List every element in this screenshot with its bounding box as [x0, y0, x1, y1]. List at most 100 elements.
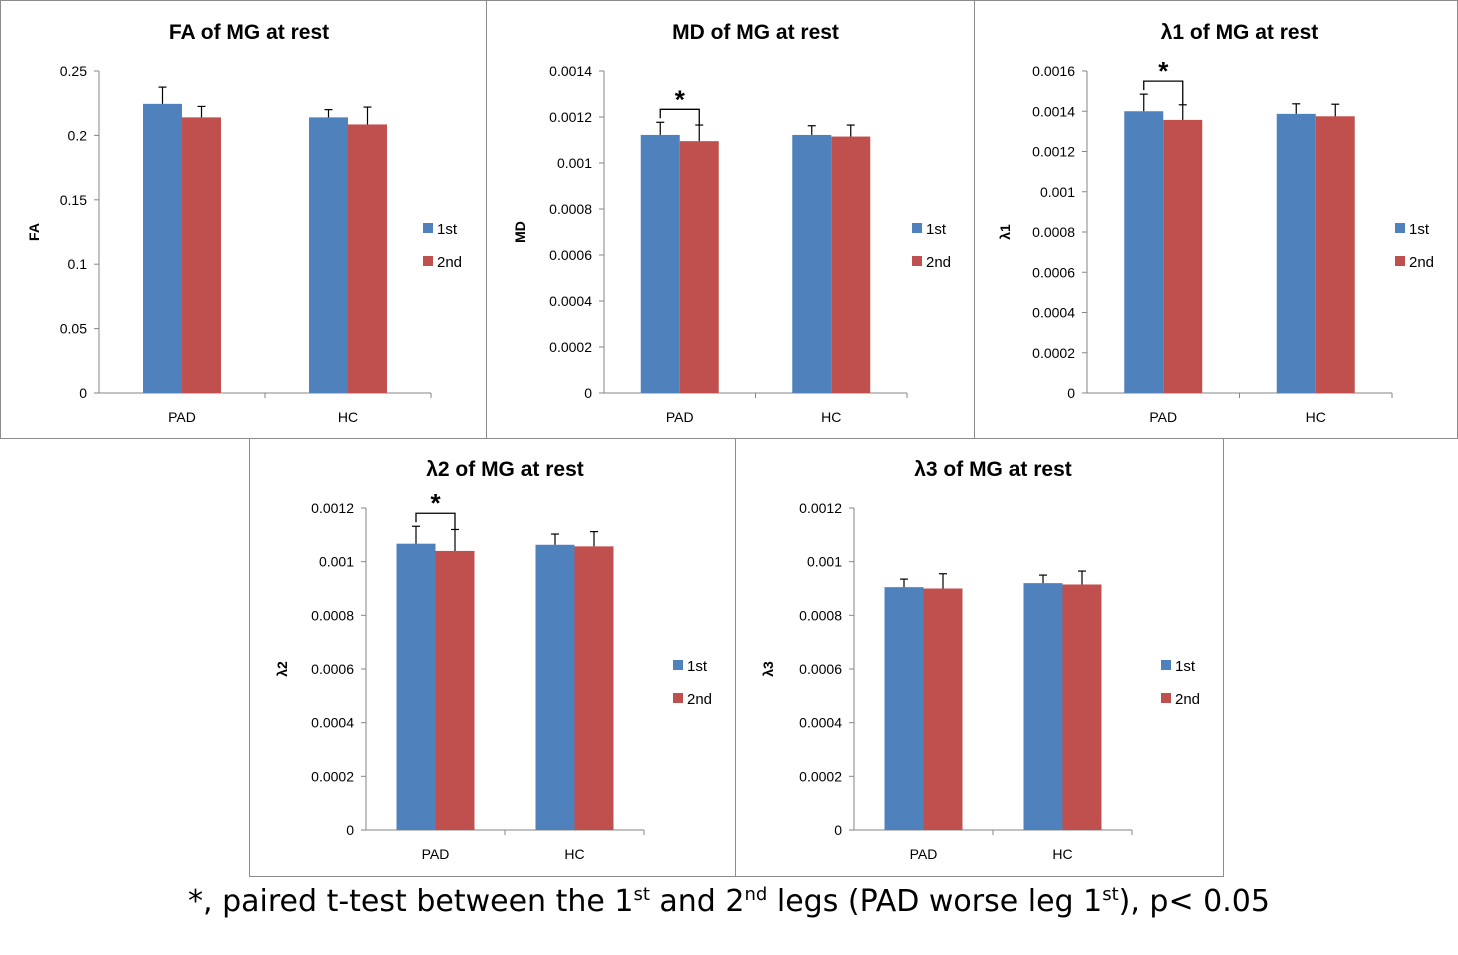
y-tick-label: 0.001 [1040, 184, 1075, 200]
y-tick-label: 0.0012 [311, 500, 354, 516]
bar-1st-HC [1023, 583, 1063, 830]
bar-2nd-HC [831, 136, 871, 394]
chart-title: MD of MG at rest [672, 21, 839, 44]
significance-bracket [415, 512, 456, 530]
legend-swatch [1161, 693, 1171, 703]
x-tick-label: HC [338, 409, 358, 425]
y-tick-label: 0 [834, 822, 842, 838]
y-axis-label: MD [512, 221, 528, 243]
legend-label: 1st [1409, 221, 1430, 238]
legend-label: 2nd [687, 691, 712, 708]
bar-2nd-HC [574, 546, 614, 830]
legend-swatch [1395, 256, 1405, 266]
caption-sup: st [1102, 884, 1119, 905]
y-tick-label: 0.0008 [311, 607, 354, 623]
y-tick-label: 0.05 [60, 321, 87, 337]
significance-marker: * [675, 84, 686, 114]
chart-title: λ2 of MG at rest [426, 458, 584, 481]
bar-2nd-HC [348, 124, 387, 394]
bar-1st-PAD [143, 103, 182, 394]
chart-panel-lambda2: λ2 of MG at rest 0 0.0002 0.0004 0.0006 0.000… [249, 438, 736, 877]
x-tick-label: HC [821, 409, 841, 425]
chart-panel-lambda3: λ3 of MG at rest 0 0.0002 0.0004 0.0006 0.000… [735, 438, 1224, 877]
legend-swatch [912, 223, 922, 233]
chart-panel-lambda1: λ1 of MG at rest 0 0.0002 0.0004 0.0006 0.000… [974, 0, 1458, 439]
bar-2nd-PAD [923, 588, 963, 830]
y-tick-label: 0.001 [807, 554, 842, 570]
bar-1st-PAD [884, 587, 924, 830]
caption-text: *, paired t-test between the 1 [188, 884, 634, 919]
significance-marker: * [1158, 56, 1169, 86]
bar-2nd-PAD [1163, 119, 1203, 393]
y-tick-label: 0.001 [319, 554, 354, 570]
bar-1st-HC [309, 117, 348, 394]
x-tick-label: HC [564, 846, 584, 862]
legend-swatch [673, 660, 683, 670]
y-axis-label: FA [26, 223, 42, 241]
y-tick-label: 0.001 [557, 155, 592, 171]
chart-title: λ1 of MG at rest [1161, 21, 1319, 44]
legend-label: 2nd [926, 254, 951, 271]
y-tick-label: 0.0006 [799, 661, 842, 677]
chart-panel-md: MD of MG at rest 0 0.0002 0.0004 0.0006 0.000… [486, 0, 975, 439]
legend-label: 1st [687, 658, 708, 675]
bar-1st-HC [792, 134, 832, 393]
bar-1st-HC [1276, 113, 1316, 394]
y-tick-label: 0.0012 [799, 500, 842, 516]
significance-marker: * [430, 488, 441, 518]
y-tick-label: 0.0006 [1032, 264, 1075, 280]
bar-1st-HC [535, 544, 575, 830]
y-tick-label: 0.0008 [549, 201, 592, 217]
y-tick-label: 0.0002 [311, 768, 354, 784]
y-tick-label: 0.0004 [799, 715, 842, 731]
y-tick-label: 0.15 [60, 192, 87, 208]
y-tick-label: 0 [346, 822, 354, 838]
y-tick-label: 0.25 [60, 63, 87, 79]
chart-svg: λ1 of MG at rest 0 0.0002 0.0004 0.0006 0.000… [997, 21, 1434, 425]
chart-title: FA of MG at rest [169, 21, 329, 44]
legend-swatch [1395, 223, 1405, 233]
bar-1st-PAD [396, 543, 436, 830]
y-tick-label: 0.0002 [549, 339, 592, 355]
legend-label: 1st [437, 221, 458, 238]
significance-bracket [659, 108, 700, 126]
x-tick-label: HC [1052, 846, 1072, 862]
x-tick-label: PAD [910, 846, 938, 862]
y-axis-label: λ3 [760, 661, 776, 677]
legend-swatch [912, 256, 922, 266]
y-tick-label: 0.0012 [549, 109, 592, 125]
bar-2nd-HC [1315, 116, 1355, 393]
legend-swatch [673, 693, 683, 703]
y-tick-label: 0 [1067, 385, 1075, 401]
chart-panel-fa: FA of MG at rest 0 0.05 0.1 0.15 0.2 0.25 FA PAD… [0, 0, 487, 439]
y-tick-label: 0.2 [68, 127, 88, 143]
y-axis-label: λ2 [274, 661, 290, 677]
y-tick-label: 0.0012 [1032, 144, 1075, 160]
caption-text: ), p< 0.05 [1118, 884, 1270, 919]
y-tick-label: 0.0008 [1032, 224, 1075, 240]
y-axis-label: λ1 [997, 224, 1013, 240]
y-tick-label: 0.0002 [1032, 345, 1075, 361]
y-tick-label: 0.0008 [799, 607, 842, 623]
y-tick-label: 0.0002 [799, 768, 842, 784]
y-tick-label: 0 [584, 385, 592, 401]
y-tick-label: 0.0014 [549, 63, 592, 79]
bar-2nd-HC [1062, 584, 1102, 830]
y-tick-label: 0.1 [68, 256, 88, 272]
legend-swatch [423, 223, 433, 233]
y-tick-label: 0.0006 [311, 661, 354, 677]
x-tick-label: HC [1306, 409, 1326, 425]
legend-label: 1st [1175, 658, 1196, 675]
caption-text: and 2 [649, 884, 745, 919]
bar-1st-PAD [640, 134, 680, 393]
x-tick-label: PAD [422, 846, 450, 862]
legend-swatch [423, 256, 433, 266]
caption-text: legs (PAD worse leg 1 [767, 884, 1103, 919]
x-tick-label: PAD [168, 409, 196, 425]
chart-title: λ3 of MG at rest [914, 458, 1072, 481]
legend-label: 2nd [1175, 691, 1200, 708]
bar-2nd-PAD [679, 141, 719, 393]
bar-2nd-PAD [182, 117, 221, 394]
y-tick-label: 0 [79, 385, 87, 401]
chart-svg: λ2 of MG at rest 0 0.0002 0.0004 0.0006 0.000… [274, 458, 712, 862]
